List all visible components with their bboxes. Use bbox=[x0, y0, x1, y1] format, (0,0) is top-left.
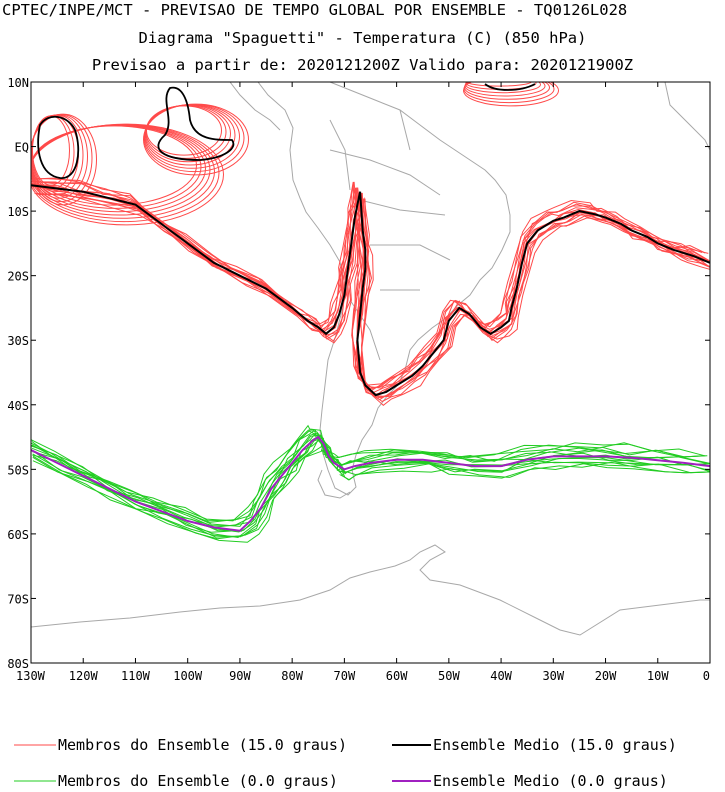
legend-item-members-0: Membros do Ensemble (0.0 graus) bbox=[58, 772, 338, 790]
legend-label-mean-0: Ensemble Medio (0.0 graus) bbox=[433, 772, 668, 790]
lat-label-0: 10N bbox=[7, 76, 29, 90]
legend-label-mean-15: Ensemble Medio (15.0 graus) bbox=[433, 736, 677, 754]
coastline-south-america bbox=[257, 82, 511, 496]
lon-label-8: 50W bbox=[438, 669, 460, 683]
closed-contour-3-0 bbox=[466, 82, 532, 87]
title-line-3: Previsao a partir de: 2020121200Z Valido… bbox=[91, 56, 634, 74]
coastline-tierra-del-fuego bbox=[317, 469, 351, 499]
member-line-15-7 bbox=[31, 183, 710, 395]
lon-label-4: 90W bbox=[229, 669, 251, 683]
mean-line-0 bbox=[31, 184, 710, 397]
lon-label-9: 40W bbox=[490, 669, 512, 683]
border-lines bbox=[329, 109, 451, 361]
legend-item-mean-15: Ensemble Medio (15.0 graus) bbox=[433, 736, 677, 754]
legend-item-members-15: Membros do Ensemble (15.0 graus) bbox=[58, 736, 347, 754]
lon-label-13: 0 bbox=[703, 669, 710, 683]
member-line-0-1 bbox=[31, 429, 708, 522]
mean-closed-contour-1 bbox=[37, 116, 80, 179]
member-line-0-4 bbox=[31, 432, 709, 527]
lon-label-3: 100W bbox=[173, 669, 203, 683]
member-line-15-13 bbox=[39, 193, 710, 406]
closed-contour-2-6 bbox=[31, 123, 224, 226]
member-line-0-5 bbox=[31, 433, 710, 528]
member-line-0-9 bbox=[32, 437, 710, 539]
lon-label-0: 130W bbox=[16, 669, 46, 683]
mean-contour-top bbox=[484, 83, 536, 91]
member-line-0-6 bbox=[31, 434, 707, 533]
longitude-axis: 130W 120W 110W 100W 90W 80W 70W 60W 50W 40W 30W 20W… bbox=[16, 82, 711, 683]
latitude-axis: 10N EQ 10S 20S 30S 40S 50S 60S 70S 80S bbox=[7, 76, 710, 671]
lat-label-3: 20S bbox=[7, 270, 29, 284]
title-line-1: CPTEC/INPE/MCT - PREVISAO DE TEMPO GLOBA… bbox=[2, 1, 628, 19]
lon-label-10: 30W bbox=[542, 669, 564, 683]
closed-contour-1-6 bbox=[143, 103, 249, 176]
lon-label-6: 70W bbox=[334, 669, 356, 683]
member-line-15-11 bbox=[34, 192, 710, 399]
legend-label-members-0: Membros do Ensemble (0.0 graus) bbox=[58, 772, 338, 790]
coastline-antarctica bbox=[31, 544, 710, 636]
coastline-africa bbox=[664, 82, 710, 151]
member-line-0-11 bbox=[32, 439, 710, 538]
coastline-central-america bbox=[229, 82, 281, 131]
member-line-15-12 bbox=[36, 193, 710, 403]
mean-closed-contour-2 bbox=[157, 86, 235, 161]
lat-label-4: 30S bbox=[7, 334, 29, 348]
lon-label-7: 60W bbox=[386, 669, 408, 683]
lon-label-11: 20W bbox=[595, 669, 617, 683]
ensemble-mean-lines bbox=[31, 83, 710, 532]
ensemble-members-0 bbox=[31, 424, 710, 543]
lat-label-7: 60S bbox=[7, 528, 29, 542]
member-line-0-10 bbox=[32, 438, 710, 538]
legend-swatches bbox=[14, 744, 431, 782]
lat-label-9: 80S bbox=[7, 657, 29, 671]
lat-label-1: EQ bbox=[15, 141, 29, 155]
member-line-0-13 bbox=[32, 449, 710, 543]
ensemble-members-15 bbox=[31, 177, 710, 406]
lat-label-2: 10S bbox=[7, 205, 29, 219]
mean-line-1 bbox=[31, 435, 710, 532]
lat-label-8: 70S bbox=[7, 592, 29, 606]
lon-label-2: 110W bbox=[121, 669, 151, 683]
closed-contour-3-6 bbox=[463, 82, 559, 107]
lat-label-6: 50S bbox=[7, 463, 29, 477]
legend-label-members-15: Membros do Ensemble (15.0 graus) bbox=[58, 736, 347, 754]
plot-frame bbox=[30, 81, 711, 664]
lon-label-12: 10W bbox=[647, 669, 669, 683]
lon-label-1: 120W bbox=[69, 669, 99, 683]
lat-label-5: 40S bbox=[7, 399, 29, 413]
coastlines bbox=[31, 82, 710, 636]
title-line-2: Diagrama "Spaguetti" - Temperatura (C) (… bbox=[138, 29, 587, 47]
legend-item-mean-0: Ensemble Medio (0.0 graus) bbox=[433, 772, 668, 790]
lon-label-5: 80W bbox=[281, 669, 303, 683]
